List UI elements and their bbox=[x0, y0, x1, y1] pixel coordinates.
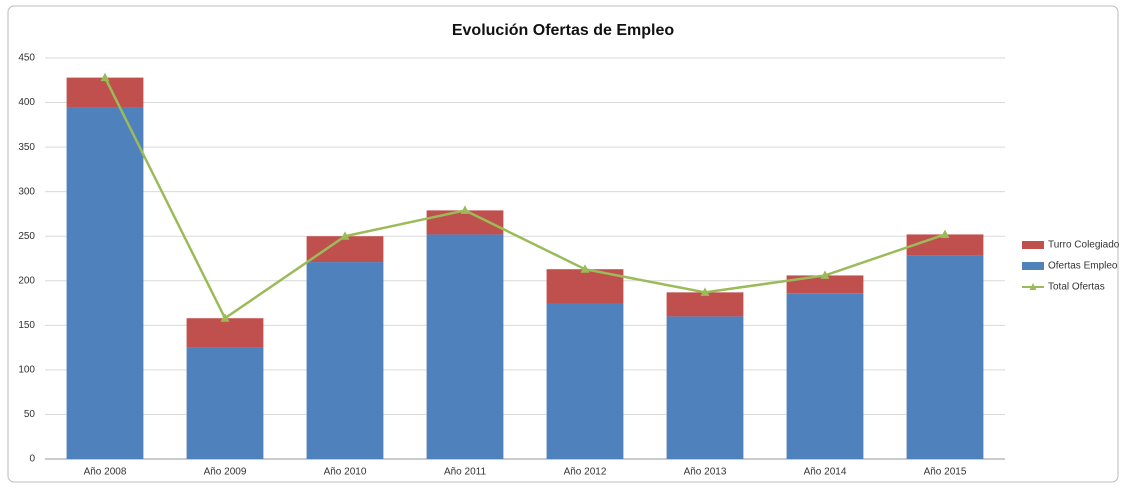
x-tick-label: Año 2009 bbox=[204, 467, 247, 478]
x-tick-label: Año 2013 bbox=[684, 467, 727, 478]
line-marker bbox=[700, 287, 710, 296]
bar-segment bbox=[666, 292, 744, 317]
x-tick-label: Año 2008 bbox=[84, 467, 127, 478]
bar-segment bbox=[666, 316, 744, 459]
line-marker bbox=[820, 270, 830, 279]
line-marker bbox=[100, 72, 110, 82]
y-tick-label: 350 bbox=[18, 142, 35, 153]
x-tick-label: Año 2010 bbox=[324, 467, 367, 478]
line-series bbox=[103, 77, 946, 321]
x-tick-label: Año 2011 bbox=[444, 467, 487, 478]
y-tick-label: 0 bbox=[29, 454, 35, 465]
x-tick-label: Año 2012 bbox=[564, 467, 607, 478]
y-tick-label: 300 bbox=[18, 186, 35, 197]
bar-segment bbox=[66, 77, 144, 108]
legend-label: Turro Colegiado bbox=[1048, 240, 1120, 251]
x-tick-label: Año 2014 bbox=[804, 467, 847, 478]
bar-segment bbox=[786, 275, 864, 294]
legend-label: Total Ofertas bbox=[1048, 282, 1105, 293]
y-tick-label: 250 bbox=[18, 231, 35, 242]
chart-title: Evolución Ofertas de Empleo bbox=[452, 22, 675, 39]
bar-segment bbox=[546, 303, 624, 459]
legend-label: Ofertas Empleo bbox=[1048, 261, 1118, 272]
bar-segment bbox=[906, 255, 984, 459]
legend-marker bbox=[1029, 283, 1037, 290]
bar-segment bbox=[66, 107, 144, 459]
y-tick-label: 450 bbox=[18, 53, 35, 64]
bar-segment bbox=[786, 293, 864, 459]
x-tick-label: Año 2015 bbox=[924, 467, 967, 478]
line-marker bbox=[460, 205, 470, 214]
legend-swatch bbox=[1022, 241, 1044, 249]
legend-swatch bbox=[1022, 262, 1044, 270]
y-tick-label: 100 bbox=[18, 365, 35, 376]
bar-segment bbox=[306, 262, 384, 459]
bar-segment bbox=[426, 234, 504, 459]
y-tick-label: 50 bbox=[24, 409, 36, 420]
bar-segment bbox=[186, 318, 264, 348]
y-tick-label: 150 bbox=[18, 320, 35, 331]
y-tick-label: 400 bbox=[18, 97, 35, 108]
line-marker bbox=[580, 264, 590, 273]
y-tick-label: 200 bbox=[18, 275, 35, 286]
line-marker bbox=[340, 231, 350, 240]
bar-segment bbox=[306, 236, 384, 263]
line-marker bbox=[220, 313, 230, 322]
line-marker bbox=[940, 229, 950, 238]
bar-segment bbox=[186, 347, 264, 459]
